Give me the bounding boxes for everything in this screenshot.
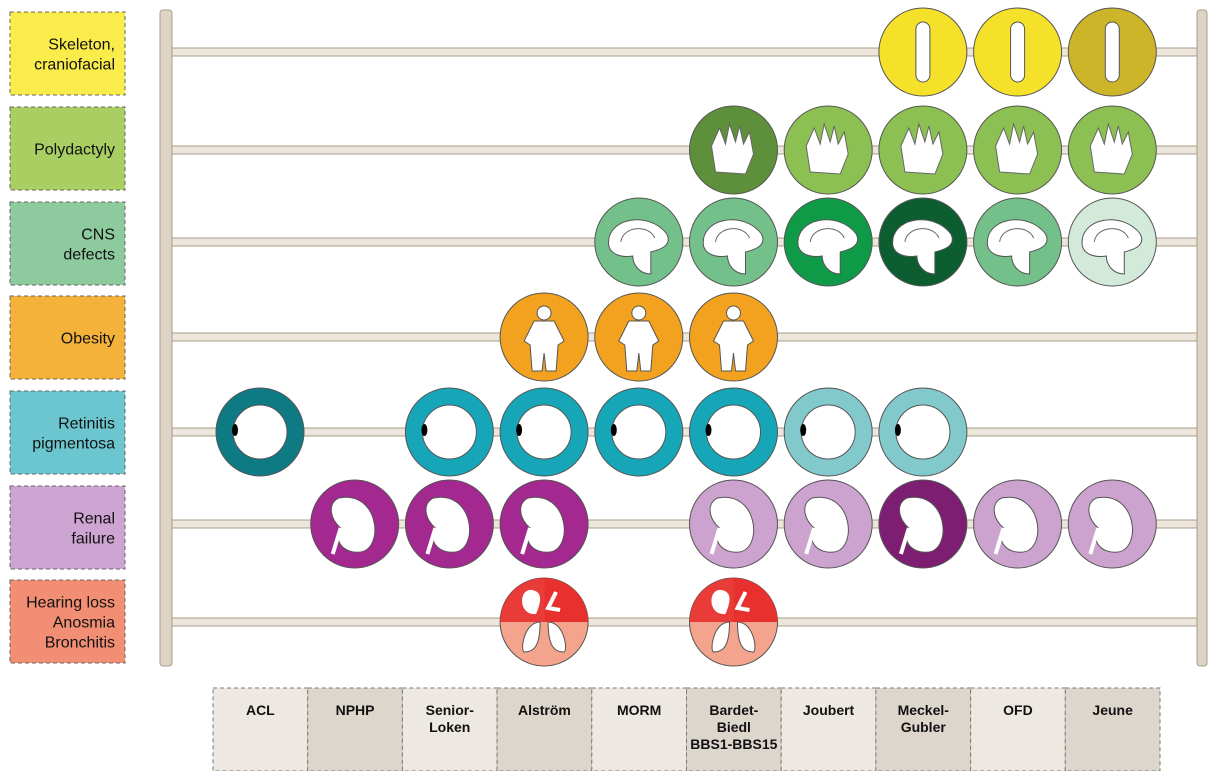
row-label-box [10,12,125,95]
column-box [1065,688,1160,771]
bead [595,198,683,286]
row-label: CNS [81,227,115,244]
column-label: Alström [518,702,571,718]
row-label: craniofacial [34,57,115,74]
eye-white [233,405,287,459]
column-label: Gubler [901,719,947,735]
bead [879,106,967,194]
row-label: Skeleton, [48,37,115,54]
column-box [308,688,403,771]
column-label: MORM [617,702,661,718]
bead [690,578,778,666]
row-label-box [10,202,125,285]
bone-icon [1105,22,1119,82]
bead [879,8,967,96]
column-label: ACL [246,702,275,718]
row-label: defects [63,247,115,264]
column-label: Biedl [717,719,751,735]
column-label: Meckel- [898,702,950,718]
bead [690,198,778,286]
column-label: Joubert [803,702,855,718]
bead [500,578,588,666]
bead [405,480,493,568]
pupil [895,424,901,436]
bead [1068,106,1156,194]
row-label: Polydactyly [34,142,115,159]
bead [784,388,872,476]
bead [690,388,778,476]
bead [500,388,588,476]
column-box [497,688,592,771]
rail [172,428,1197,436]
bead [1068,198,1156,286]
bead [879,388,967,476]
bead [974,480,1062,568]
row-label: Retinitis [58,416,115,433]
row-label-box [10,391,125,474]
row-label: Renal [73,511,115,528]
column-box [781,688,876,771]
bead [974,198,1062,286]
body-head [537,306,551,320]
column-box [213,688,308,771]
bone-icon [1011,22,1025,82]
eye-white [517,405,571,459]
bead [500,480,588,568]
eye-white [422,405,476,459]
bead [784,480,872,568]
bead [595,388,683,476]
row-label: pigmentosa [32,436,115,453]
bead [690,293,778,381]
eye-white [707,405,761,459]
column-label: BBS1-BBS15 [690,736,777,752]
bead [1068,8,1156,96]
bead [784,198,872,286]
bead [974,8,1062,96]
bead [311,480,399,568]
bead [500,293,588,381]
bead [405,388,493,476]
bead [1068,480,1156,568]
bead [595,293,683,381]
eye-white [612,405,666,459]
column-label: Jeune [1092,702,1133,718]
row-label: Anosmia [53,615,115,632]
column-label: Senior- [426,702,475,718]
row-label: failure [71,531,115,548]
pupil [611,424,617,436]
row-label: Hearing loss [26,595,115,612]
eye-white [896,405,950,459]
pupil [421,424,427,436]
right-post [1197,10,1207,666]
bead [690,480,778,568]
row-label-box [10,486,125,569]
eye-white [801,405,855,459]
body-head [632,306,646,320]
rail [172,618,1197,626]
column-label: Loken [429,719,470,735]
pupil [516,424,522,436]
bead [784,106,872,194]
body-head [727,306,741,320]
bone-icon [916,22,930,82]
pupil [800,424,806,436]
row-label: Obesity [61,331,115,348]
rail [172,333,1197,341]
column-label: OFD [1003,702,1033,718]
pupil [232,424,238,436]
column-label: NPHP [336,702,375,718]
bead [879,198,967,286]
left-post [160,10,172,666]
bead [974,106,1062,194]
bead [879,480,967,568]
column-box [971,688,1066,771]
row-label: Bronchitis [45,635,115,652]
column-label: Bardet- [709,702,758,718]
column-box [592,688,687,771]
bead [690,106,778,194]
bead [216,388,304,476]
pupil [706,424,712,436]
abacus-diagram: Skeleton, craniofacial Polydactyly CNS defec… [0,0,1208,771]
